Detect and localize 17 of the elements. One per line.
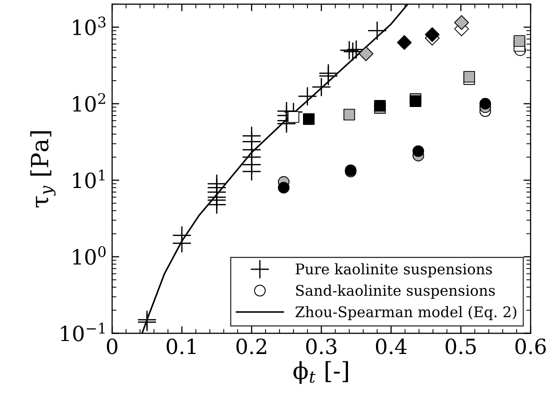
y-tick-label: 10$^{0}$ bbox=[73, 246, 106, 265]
y-axis-title: τ$_{y}$ [Pa] bbox=[30, 131, 56, 208]
legend-label: Zhou-Spearman model (Eq. 2) bbox=[296, 306, 516, 320]
x-tick-label: 0.1 bbox=[166, 338, 196, 354]
x-tick-label: 0.6 bbox=[515, 338, 546, 354]
x-tick-label: 0.2 bbox=[236, 338, 266, 354]
x-tick-label: 0 bbox=[106, 338, 118, 354]
y-tick-label: 10$^{1}$ bbox=[73, 170, 105, 188]
legend-label: Sand-kaolinite suspensions bbox=[296, 284, 495, 299]
y-tick-label: 10$^{2}$ bbox=[73, 93, 106, 112]
x-tick-label: 0.4 bbox=[376, 338, 407, 354]
legend-label: Pure kaolinite suspensions bbox=[296, 263, 492, 278]
y-tick-label: 10$^{3}$ bbox=[73, 16, 106, 36]
x-tick-label: 0.3 bbox=[306, 338, 336, 354]
x-axis-title: ϕ$_{t}$ [-] bbox=[293, 361, 348, 384]
y-tick-label: 10$^{−1}$ bbox=[61, 322, 105, 342]
x-tick-label: 0.5 bbox=[446, 338, 476, 354]
